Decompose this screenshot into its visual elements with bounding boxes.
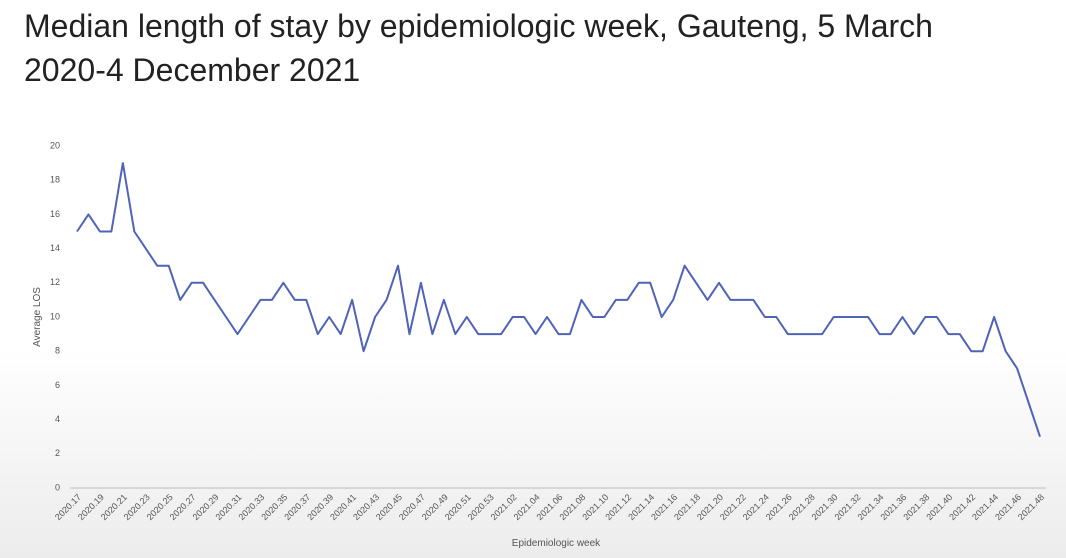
y-tick-label: 10: [50, 311, 60, 321]
chart-title: Median length of stay by epidemiologic w…: [24, 8, 933, 88]
y-tick-label: 2: [55, 448, 60, 458]
y-tick-label: 6: [55, 380, 60, 390]
y-tick-label: 0: [55, 482, 60, 492]
y-tick-label: 18: [50, 175, 60, 185]
data-line: [76, 162, 1041, 438]
y-tick-label: 16: [50, 209, 60, 219]
y-tick-label: 4: [55, 414, 60, 424]
y-axis-title: Average LOS: [32, 287, 43, 347]
y-tick-label: 20: [50, 140, 60, 150]
x-axis-title: Epidemiologic week: [512, 538, 601, 549]
y-tick-label: 12: [50, 277, 60, 287]
y-tick-label: 14: [50, 243, 60, 253]
y-tick-label: 8: [55, 346, 60, 356]
